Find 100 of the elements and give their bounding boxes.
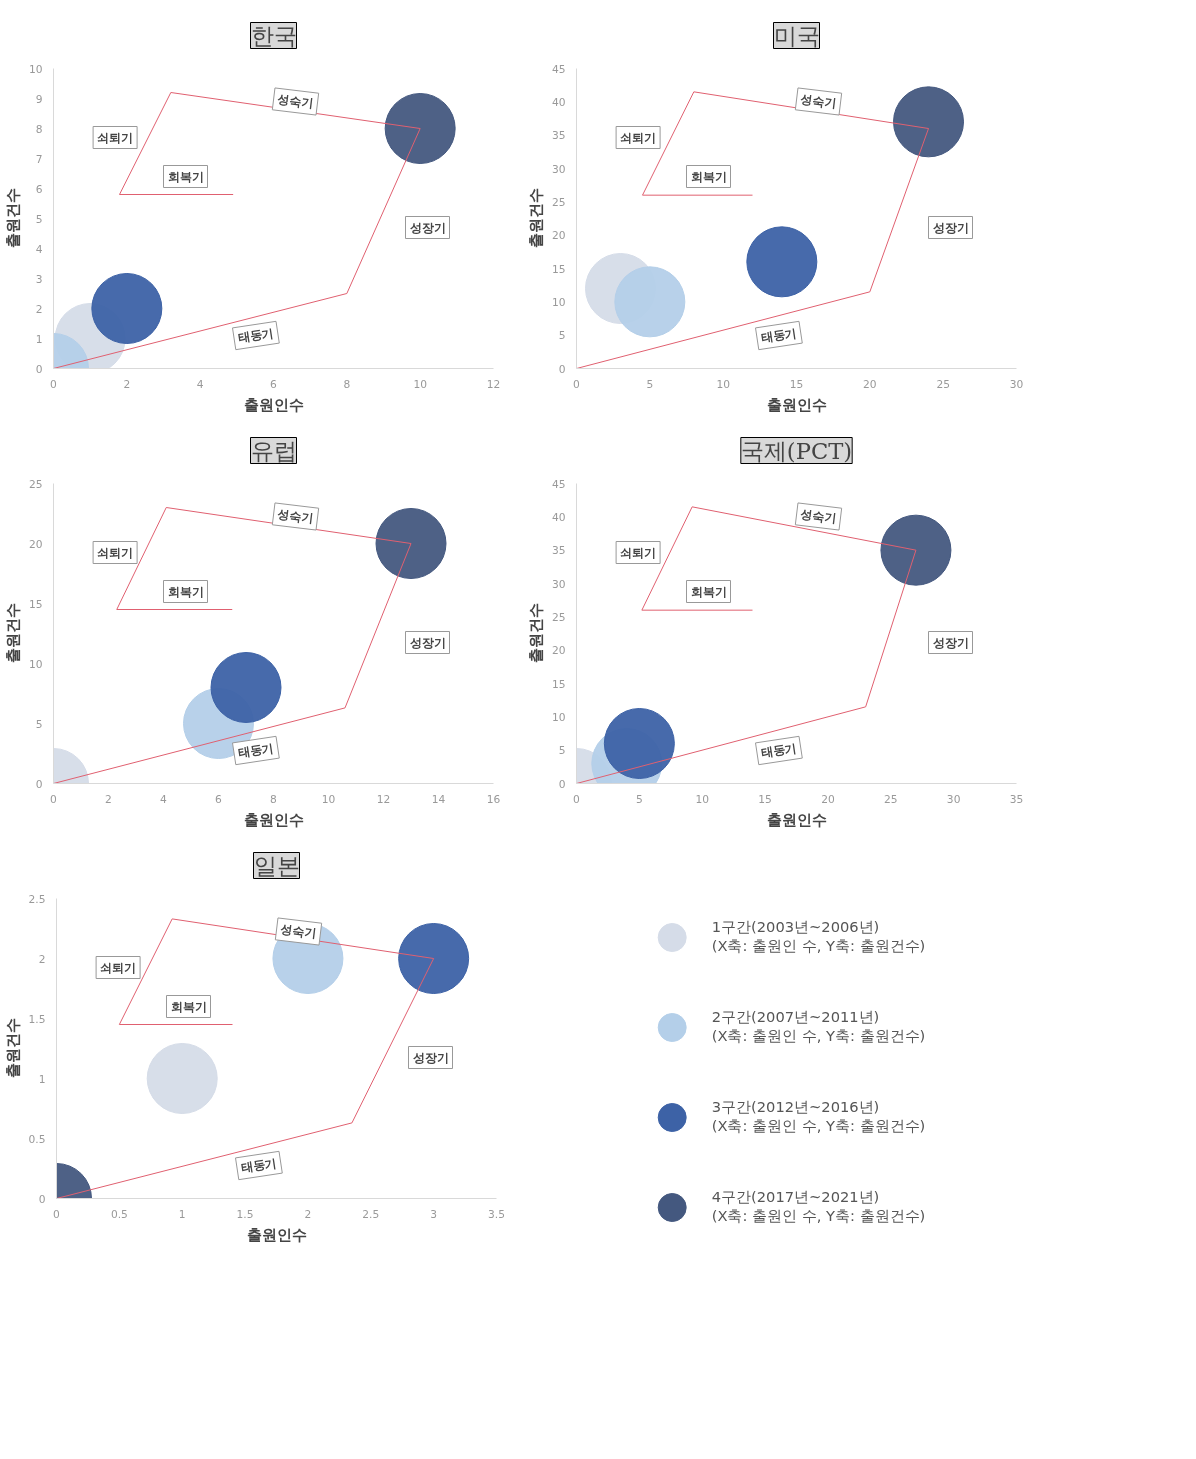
y-tick-label: 8 bbox=[35, 122, 43, 136]
x-tick-label: 6 bbox=[270, 377, 278, 391]
y-tick-label: 7 bbox=[35, 152, 43, 166]
y-tick-label: 5 bbox=[558, 744, 566, 758]
x-tick-label: 0 bbox=[50, 792, 58, 806]
legend-label: 1구간(2003년~2006년) (X축: 출원인 수, Y축: 출원건수) bbox=[711, 918, 926, 957]
y-tick-label: 1 bbox=[35, 332, 43, 346]
y-tick-label: 0 bbox=[558, 362, 566, 376]
x-tick-label: 1.5 bbox=[236, 1207, 254, 1221]
x-tick-label: 25 bbox=[936, 377, 950, 391]
x-tick-label: 10 bbox=[695, 792, 710, 806]
y-tick-label: 35 bbox=[551, 544, 566, 558]
legend-label: 3구간(2012년~2016년) (X축: 출원인 수, Y축: 출원건수) bbox=[711, 1098, 926, 1137]
x-tick-label: 0 bbox=[573, 792, 581, 806]
x-tick-label: 30 bbox=[946, 792, 961, 806]
y-axis-title: 출원건수 bbox=[3, 603, 21, 664]
x-tick-label: 30 bbox=[1009, 377, 1024, 391]
x-tick-label: 10 bbox=[413, 377, 428, 391]
y-axis-title: 출원건수 bbox=[3, 188, 21, 249]
annotation: 쇠퇴기 bbox=[620, 130, 657, 145]
y-tick-label: 0 bbox=[35, 777, 43, 791]
x-tick-label: 25 bbox=[884, 792, 898, 806]
y-axis-title: 출원건수 bbox=[3, 1018, 21, 1079]
annotation: 성장기 bbox=[932, 220, 969, 235]
x-tick-label: 0 bbox=[53, 1207, 61, 1221]
x-tick-label: 5 bbox=[635, 792, 643, 806]
x-axis-title: 출원인수 bbox=[766, 810, 827, 828]
annotation: 회복기 bbox=[167, 584, 204, 599]
annotation: 쇠퇴기 bbox=[100, 960, 137, 975]
annotation: 쇠퇴기 bbox=[97, 130, 134, 145]
y-tick-label: 25 bbox=[28, 477, 43, 491]
y-tick-label: 1.5 bbox=[28, 1012, 46, 1026]
y-tick-label: 10 bbox=[551, 710, 566, 724]
x-tick-label: 10 bbox=[716, 377, 731, 391]
chart-title: 일본 bbox=[253, 852, 300, 879]
x-axis-title: 출원인수 bbox=[246, 1225, 307, 1243]
annotation: 쇠퇴기 bbox=[620, 545, 657, 560]
x-tick-label: 2 bbox=[105, 792, 112, 806]
x-tick-label: 0.5 bbox=[110, 1207, 128, 1221]
y-tick-label: 4 bbox=[35, 242, 43, 256]
annotation: 성장기 bbox=[409, 220, 446, 235]
y-tick-label: 5 bbox=[35, 717, 43, 731]
y-tick-label: 40 bbox=[551, 510, 566, 524]
x-tick-label: 4 bbox=[160, 792, 168, 806]
y-tick-label: 35 bbox=[551, 129, 566, 143]
annotation: 회복기 bbox=[690, 584, 727, 599]
y-tick-label: 25 bbox=[551, 610, 566, 624]
x-tick-label: 3 bbox=[430, 1207, 438, 1221]
annotation: 태동기 bbox=[760, 325, 798, 346]
x-tick-label: 16 bbox=[486, 792, 501, 806]
y-tick-label: 0 bbox=[38, 1192, 46, 1206]
y-tick-label: 2 bbox=[35, 302, 43, 316]
y-tick-label: 10 bbox=[28, 657, 43, 671]
annotation: 쇠퇴기 bbox=[97, 545, 134, 560]
x-tick-label: 3.5 bbox=[488, 1207, 505, 1221]
y-axis-title: 출원건수 bbox=[526, 603, 544, 664]
y-tick-label: 30 bbox=[551, 162, 566, 176]
y-tick-label: 5 bbox=[35, 212, 43, 226]
y-tick-label: 15 bbox=[28, 597, 43, 611]
line-series bbox=[53, 507, 412, 784]
y-tick-label: 0 bbox=[35, 362, 43, 376]
y-tick-label: 2.5 bbox=[28, 892, 46, 906]
line-series bbox=[576, 91, 929, 369]
annotation: 회복기 bbox=[690, 169, 727, 184]
y-tick-label: 0 bbox=[558, 777, 566, 791]
annotation: 성숙기 bbox=[276, 507, 315, 526]
x-tick-label: 2.5 bbox=[362, 1207, 380, 1221]
y-tick-label: 6 bbox=[35, 182, 43, 196]
x-tick-label: 15 bbox=[789, 377, 804, 391]
chart-title: 한국 bbox=[250, 22, 297, 49]
legend-label: 2구간(2007년~2011년) (X축: 출원인 수, Y축: 출원건수) bbox=[711, 1008, 926, 1047]
x-tick-label: 2 bbox=[304, 1207, 312, 1221]
y-tick-label: 20 bbox=[28, 537, 43, 551]
annotation: 태동기 bbox=[237, 740, 275, 761]
x-tick-label: 35 bbox=[1009, 792, 1024, 806]
y-tick-label: 15 bbox=[551, 262, 566, 276]
x-tick-label: 20 bbox=[863, 377, 877, 391]
x-axis-title: 출원인수 bbox=[766, 395, 827, 413]
y-tick-label: 15 bbox=[551, 677, 566, 691]
y-tick-label: 5 bbox=[558, 329, 566, 343]
y-tick-label: 3 bbox=[35, 272, 43, 286]
annotation: 성숙기 bbox=[276, 92, 315, 111]
x-tick-label: 6 bbox=[215, 792, 223, 806]
x-tick-label: 2 bbox=[123, 377, 131, 391]
x-tick-label: 15 bbox=[758, 792, 772, 806]
y-tick-label: 10 bbox=[28, 62, 43, 76]
y-tick-label: 9 bbox=[35, 92, 43, 106]
line-series bbox=[576, 506, 917, 784]
x-tick-label: 8 bbox=[270, 792, 278, 806]
x-axis-title: 출원인수 bbox=[243, 395, 304, 413]
annotation: 태동기 bbox=[760, 740, 798, 761]
annotation: 성장기 bbox=[409, 635, 446, 650]
y-tick-label: 1 bbox=[38, 1072, 46, 1086]
x-tick-label: 1 bbox=[178, 1207, 186, 1221]
legend-label: 4구간(2017년~2021년) (X축: 출원인 수, Y축: 출원건수) bbox=[711, 1188, 926, 1227]
x-axis-title: 출원인수 bbox=[243, 810, 304, 828]
x-tick-label: 14 bbox=[431, 792, 446, 806]
y-tick-label: 20 bbox=[551, 229, 566, 243]
x-tick-label: 10 bbox=[321, 792, 336, 806]
x-tick-label: 5 bbox=[646, 377, 654, 391]
